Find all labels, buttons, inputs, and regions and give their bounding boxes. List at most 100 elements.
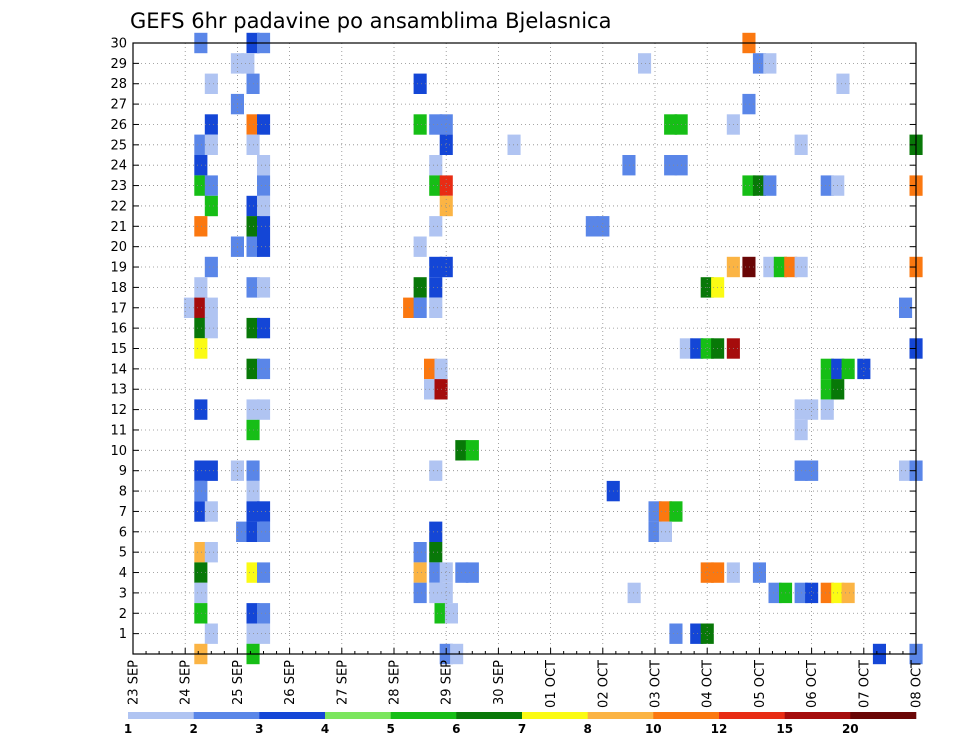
precip-cell bbox=[204, 134, 218, 155]
legend-label: 6 bbox=[452, 722, 460, 736]
precip-cell bbox=[194, 603, 208, 624]
y-tick-label: 13 bbox=[110, 383, 127, 398]
precip-cell bbox=[439, 582, 453, 604]
precip-cell bbox=[820, 399, 834, 420]
y-tick-label: 2 bbox=[119, 607, 127, 622]
precip-cell bbox=[439, 114, 453, 135]
precip-cell bbox=[664, 155, 678, 176]
precip-cell bbox=[257, 236, 271, 257]
precip-cell bbox=[429, 542, 443, 563]
y-tick-label: 1 bbox=[119, 627, 127, 642]
precip-cell bbox=[507, 134, 521, 155]
legend-label: 3 bbox=[255, 722, 263, 736]
x-tick-label: 24 SEP bbox=[179, 660, 194, 705]
y-tick-label: 8 bbox=[119, 485, 127, 500]
precip-cell bbox=[257, 216, 271, 237]
precip-cell bbox=[690, 338, 704, 359]
precip-cell bbox=[664, 114, 678, 135]
precip-cell bbox=[444, 603, 458, 624]
legend-label: 8 bbox=[584, 722, 592, 736]
precip-cell bbox=[257, 501, 271, 522]
y-tick-label: 21 bbox=[110, 220, 127, 235]
legend-swatch bbox=[259, 712, 326, 719]
y-tick-label: 14 bbox=[110, 362, 127, 377]
y-tick-label: 16 bbox=[110, 322, 127, 337]
precip-cell bbox=[742, 93, 756, 115]
precip-cell bbox=[841, 358, 855, 380]
precip-cell bbox=[465, 562, 479, 583]
precip-cell bbox=[194, 542, 208, 563]
x-tick-label: 07 OCT bbox=[857, 660, 872, 708]
x-tick-label: 27 SEP bbox=[335, 660, 350, 705]
precip-cell bbox=[424, 358, 438, 380]
precip-cell bbox=[627, 582, 641, 604]
y-tick-label: 15 bbox=[110, 342, 127, 357]
y-tick-label: 28 bbox=[110, 77, 127, 92]
legend-swatch bbox=[653, 712, 720, 719]
precip-cell bbox=[257, 623, 271, 644]
precip-cell bbox=[585, 216, 599, 237]
precip-cell bbox=[257, 399, 271, 420]
x-tick-label: 04 OCT bbox=[701, 660, 716, 708]
precip-cell bbox=[742, 175, 756, 196]
precip-cell bbox=[194, 460, 208, 481]
precip-cell bbox=[752, 175, 766, 196]
x-tick-label: 05 OCT bbox=[753, 660, 768, 708]
precip-cell bbox=[204, 623, 218, 644]
precip-cell bbox=[805, 582, 819, 604]
precip-cell bbox=[204, 501, 218, 522]
y-tick-label: 23 bbox=[110, 179, 127, 194]
precip-cell bbox=[424, 379, 438, 400]
precip-cell bbox=[413, 542, 427, 563]
precip-cell bbox=[183, 297, 197, 318]
precip-cell bbox=[204, 195, 218, 217]
legend-swatch bbox=[390, 712, 457, 719]
precip-cell bbox=[194, 562, 208, 583]
legend-label: 1 bbox=[124, 722, 132, 736]
precip-cell bbox=[194, 501, 208, 522]
precip-cell bbox=[429, 582, 443, 604]
legend-label: 7 bbox=[518, 722, 526, 736]
precip-cell bbox=[194, 216, 208, 237]
y-tick-label: 11 bbox=[110, 423, 127, 438]
precip-cell bbox=[257, 521, 271, 542]
precip-cell bbox=[820, 379, 834, 400]
precip-cell bbox=[257, 175, 271, 196]
x-tick-label: 26 SEP bbox=[283, 660, 298, 705]
precip-cell bbox=[204, 460, 218, 481]
x-tick-label: 23 SEP bbox=[127, 660, 142, 705]
precip-cell bbox=[257, 114, 271, 135]
colorbar-legend: 1 2 3 4 5 6 7 8 10 12 15 20 bbox=[124, 712, 917, 736]
x-tick-label: 30 SEP bbox=[492, 660, 507, 705]
legend-label: 20 bbox=[842, 722, 859, 736]
precip-cell bbox=[413, 562, 427, 583]
precip-cell bbox=[429, 521, 443, 542]
precip-cell bbox=[413, 114, 427, 135]
precip-cell bbox=[596, 216, 610, 237]
y-tick-label: 3 bbox=[119, 586, 127, 601]
y-tick-label: 24 bbox=[110, 159, 127, 174]
x-tick-label: 02 OCT bbox=[596, 660, 611, 708]
precip-cell bbox=[194, 155, 208, 176]
y-tick-label: 4 bbox=[119, 566, 127, 581]
x-tick-label: 06 OCT bbox=[805, 660, 820, 708]
precip-cell bbox=[204, 175, 218, 196]
precip-cell bbox=[465, 440, 479, 461]
y-tick-label: 9 bbox=[119, 464, 127, 479]
precip-cell bbox=[204, 297, 218, 318]
grid-layer bbox=[133, 42, 916, 654]
precip-cell bbox=[439, 562, 453, 583]
legend-swatch bbox=[325, 712, 391, 719]
precip-cell bbox=[784, 256, 798, 278]
y-tick-label: 6 bbox=[119, 525, 127, 540]
precip-cell bbox=[439, 195, 453, 217]
precip-cell bbox=[820, 175, 834, 196]
precip-cell bbox=[413, 73, 427, 94]
legend-swatch bbox=[522, 712, 588, 719]
precip-cell bbox=[669, 623, 683, 644]
precip-cell bbox=[429, 277, 443, 298]
precip-cell bbox=[679, 338, 693, 359]
y-tick-label: 25 bbox=[110, 138, 127, 153]
legend-label: 10 bbox=[645, 722, 662, 736]
precip-cell bbox=[204, 114, 218, 135]
